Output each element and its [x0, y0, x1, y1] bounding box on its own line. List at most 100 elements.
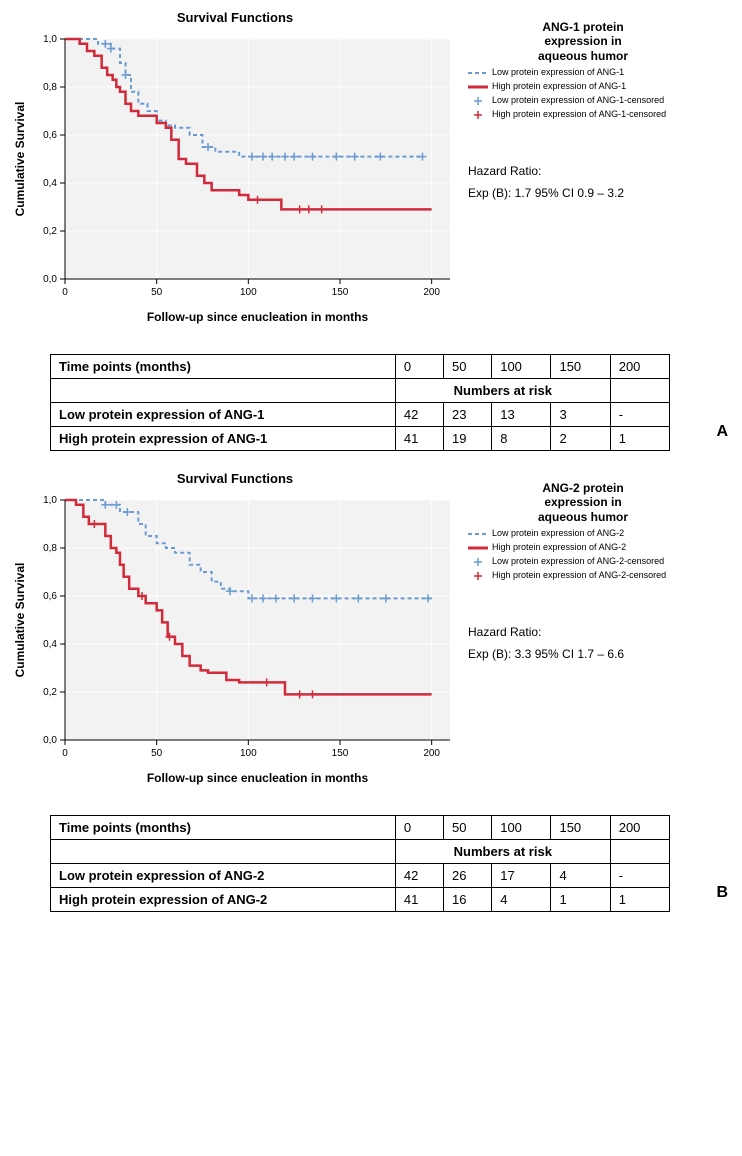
table-cell: 4	[551, 864, 610, 888]
hazard-ratio-label: Hazard Ratio:	[468, 622, 698, 644]
svg-text:0,8: 0,8	[43, 543, 57, 554]
svg-text:0,4: 0,4	[43, 178, 57, 189]
hazard-ratio-label: Hazard Ratio:	[468, 161, 698, 183]
legend-title: ANG-2 proteinexpression inaqueous humor	[468, 481, 698, 524]
svg-text:Cumulative Survival: Cumulative Survival	[13, 102, 27, 217]
table-cell: -	[610, 403, 669, 427]
chart-box: Survival Functions 0501001502000,00,20,4…	[10, 471, 460, 795]
hazard-ratio-box: Hazard Ratio: Exp (B): 1.7 95% CI 0.9 – …	[468, 161, 698, 204]
table-header: Time points (months)	[51, 355, 396, 379]
legend-item: High protein expression of ANG-1	[468, 81, 698, 93]
table-col-header: 0	[395, 355, 443, 379]
svg-text:0,0: 0,0	[43, 274, 57, 285]
chart-box: Survival Functions 0 50 100 150 200 0,0 0,2 0,4…	[10, 10, 460, 334]
svg-text:150: 150	[332, 287, 349, 298]
legend-box: ANG-1 proteinexpression inaqueous humor …	[460, 10, 698, 204]
svg-text:50: 50	[151, 287, 163, 298]
legend-item: Low protein expression of ANG-2	[468, 528, 698, 540]
legend-swatch-icon	[468, 542, 488, 554]
table-col-header: 200	[610, 816, 669, 840]
table-cell: 1	[610, 888, 669, 912]
table-cell: 42	[395, 864, 443, 888]
svg-text:0,2: 0,2	[43, 687, 57, 698]
legend-label: High protein expression of ANG-2-censore…	[492, 571, 698, 581]
table-cell: 26	[444, 864, 492, 888]
table-cell: 2	[551, 427, 610, 451]
at-risk-table: Time points (months)050100150200Numbers …	[50, 815, 670, 912]
table-cell: 41	[395, 427, 443, 451]
legend-title: ANG-1 proteinexpression inaqueous humor	[468, 20, 698, 63]
table-cell: 8	[492, 427, 551, 451]
table-col-header: 100	[492, 816, 551, 840]
table-row: Low protein expression of ANG-14223133-	[51, 403, 670, 427]
table-cell: 3	[551, 403, 610, 427]
hazard-ratio-box: Hazard Ratio: Exp (B): 3.3 95% CI 1.7 – …	[468, 622, 698, 665]
table-col-header: 150	[551, 355, 610, 379]
svg-text:200: 200	[423, 287, 440, 298]
table-row-label: High protein expression of ANG-1	[51, 427, 396, 451]
chart-title: Survival Functions	[10, 471, 460, 486]
table-cell: 1	[610, 427, 669, 451]
chart-title: Survival Functions	[10, 10, 460, 25]
svg-text:100: 100	[240, 748, 257, 759]
table-row: High protein expression of ANG-14119821	[51, 427, 670, 451]
table-row-label: High protein expression of ANG-2	[51, 888, 396, 912]
legend-swatch-icon	[468, 109, 488, 121]
svg-text:0,2: 0,2	[43, 226, 57, 237]
table-cell: 42	[395, 403, 443, 427]
legend-swatch-icon	[468, 95, 488, 107]
legend-label: High protein expression of ANG-1	[492, 82, 698, 92]
at-risk-table: Time points (months)050100150200Numbers …	[50, 354, 670, 451]
table-subheader: Numbers at risk	[395, 379, 610, 403]
svg-text:1,0: 1,0	[43, 495, 57, 506]
table-cell: 16	[444, 888, 492, 912]
table-col-header: 200	[610, 355, 669, 379]
table-row: Low protein expression of ANG-24226174-	[51, 864, 670, 888]
legend-swatch-icon	[468, 81, 488, 93]
legend-label: High protein expression of ANG-2	[492, 543, 698, 553]
svg-text:0,8: 0,8	[43, 82, 57, 93]
svg-text:Cumulative Survival: Cumulative Survival	[13, 563, 27, 678]
survival-chart: 0501001502000,00,20,40,60,81,0Follow-up …	[10, 490, 460, 790]
table-cell: 19	[444, 427, 492, 451]
svg-text:50: 50	[151, 748, 163, 759]
hazard-ratio-value: Exp (B): 1.7 95% CI 0.9 – 3.2	[468, 183, 698, 205]
legend-label: High protein expression of ANG-1-censore…	[492, 110, 698, 120]
table-col-header: 0	[395, 816, 443, 840]
legend-box: ANG-2 proteinexpression inaqueous humor …	[460, 471, 698, 665]
svg-text:Follow-up since enucleation in: Follow-up since enucleation in months	[147, 771, 369, 785]
legend-item: Low protein expression of ANG-1-censored	[468, 95, 698, 107]
panel-letter: B	[716, 884, 728, 902]
svg-text:0,0: 0,0	[43, 735, 57, 746]
svg-text:0,4: 0,4	[43, 639, 57, 650]
legend-swatch-icon	[468, 570, 488, 582]
panel-a: Survival Functions 0501001502000,00,20,4…	[10, 10, 732, 451]
panel-letter: A	[716, 423, 728, 441]
table-cell: 1	[551, 888, 610, 912]
legend-label: Low protein expression of ANG-2	[492, 529, 698, 539]
legend-item: Low protein expression of ANG-2-censored	[468, 556, 698, 568]
legend-swatch-icon	[468, 528, 488, 540]
table-col-header: 100	[492, 355, 551, 379]
svg-text:100: 100	[240, 287, 257, 298]
panel-b: Survival Functions 0501001502000,00,20,4…	[10, 471, 732, 912]
legend-label: Low protein expression of ANG-2-censored	[492, 557, 698, 567]
table-col-header: 50	[444, 355, 492, 379]
table-cell: -	[610, 864, 669, 888]
table-row-label: Low protein expression of ANG-1	[51, 403, 396, 427]
survival-chart: 0501001502000,00,20,40,60,81,0Follow-up …	[10, 29, 460, 329]
table-row: High protein expression of ANG-24116411	[51, 888, 670, 912]
legend-item: Low protein expression of ANG-1	[468, 67, 698, 79]
hazard-ratio-value: Exp (B): 3.3 95% CI 1.7 – 6.6	[468, 644, 698, 666]
table-row-label: Low protein expression of ANG-2	[51, 864, 396, 888]
svg-text:200: 200	[423, 748, 440, 759]
legend-swatch-icon	[468, 556, 488, 568]
table-subheader: Numbers at risk	[395, 840, 610, 864]
svg-text:0: 0	[62, 748, 68, 759]
legend-label: Low protein expression of ANG-1	[492, 68, 698, 78]
legend-swatch-icon	[468, 67, 488, 79]
svg-text:0: 0	[62, 287, 68, 298]
table-cell: 23	[444, 403, 492, 427]
table-cell: 13	[492, 403, 551, 427]
table-cell: 17	[492, 864, 551, 888]
